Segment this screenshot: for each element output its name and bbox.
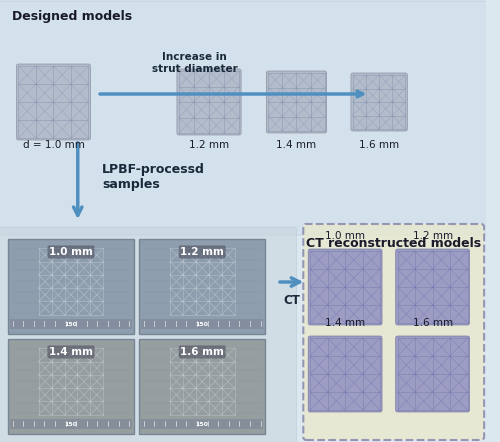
FancyBboxPatch shape bbox=[0, 227, 296, 442]
FancyBboxPatch shape bbox=[177, 69, 241, 135]
FancyBboxPatch shape bbox=[266, 71, 326, 133]
Text: 1.2 mm: 1.2 mm bbox=[180, 247, 224, 257]
Text: LPBF-processd
samples: LPBF-processd samples bbox=[102, 163, 205, 191]
FancyBboxPatch shape bbox=[308, 336, 382, 412]
FancyBboxPatch shape bbox=[396, 336, 469, 412]
Text: 1.2 mm: 1.2 mm bbox=[189, 140, 229, 150]
Text: 1.6 mm: 1.6 mm bbox=[359, 140, 399, 150]
Text: 1.6 mm: 1.6 mm bbox=[412, 318, 453, 328]
FancyBboxPatch shape bbox=[16, 64, 90, 140]
Text: 150: 150 bbox=[196, 422, 208, 427]
FancyBboxPatch shape bbox=[351, 73, 408, 131]
Text: 1.6 mm: 1.6 mm bbox=[180, 347, 224, 357]
Text: 1.0 mm: 1.0 mm bbox=[49, 247, 93, 257]
FancyBboxPatch shape bbox=[8, 339, 134, 434]
FancyBboxPatch shape bbox=[0, 1, 487, 235]
FancyBboxPatch shape bbox=[139, 339, 266, 434]
Bar bbox=[141, 419, 264, 429]
Text: 1.4 mm: 1.4 mm bbox=[276, 140, 316, 150]
Bar bbox=[10, 419, 132, 429]
FancyBboxPatch shape bbox=[8, 239, 134, 334]
Bar bbox=[10, 319, 132, 329]
Text: 150: 150 bbox=[196, 321, 208, 327]
Bar bbox=[141, 319, 264, 329]
Text: Increase in
strut diameter: Increase in strut diameter bbox=[152, 53, 238, 74]
Text: 1.4 mm: 1.4 mm bbox=[325, 318, 365, 328]
Text: 1.4 mm: 1.4 mm bbox=[49, 347, 93, 357]
Text: 1.2 mm: 1.2 mm bbox=[412, 231, 453, 241]
FancyBboxPatch shape bbox=[304, 224, 484, 440]
Text: d = 1.0 mm: d = 1.0 mm bbox=[22, 140, 84, 150]
Text: CT: CT bbox=[283, 294, 300, 307]
Text: Designed models: Designed models bbox=[12, 10, 132, 23]
Text: 150: 150 bbox=[64, 321, 78, 327]
FancyBboxPatch shape bbox=[308, 249, 382, 325]
Text: CT reconstructed models: CT reconstructed models bbox=[306, 237, 482, 250]
Text: 150: 150 bbox=[64, 422, 78, 427]
FancyBboxPatch shape bbox=[139, 239, 266, 334]
Text: 1.0 mm: 1.0 mm bbox=[325, 231, 365, 241]
FancyBboxPatch shape bbox=[396, 249, 469, 325]
